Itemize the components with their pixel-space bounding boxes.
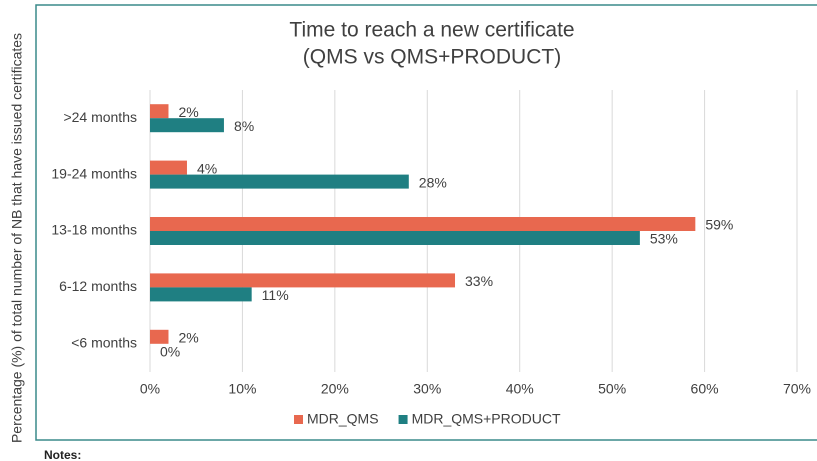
y-tick-label: >24 months — [63, 109, 137, 125]
x-tick-label: 40% — [506, 381, 534, 397]
chart-subtitle: (QMS vs QMS+PRODUCT) — [303, 46, 561, 69]
data-label: 11% — [262, 287, 289, 303]
data-label: 8% — [234, 118, 254, 134]
y-tick-label: <6 months — [71, 335, 137, 351]
x-tick-label: 50% — [598, 381, 626, 397]
y-tick-label: 13-18 months — [51, 222, 137, 238]
data-label: 53% — [650, 231, 678, 247]
legend-swatch — [294, 415, 303, 424]
bar — [150, 231, 640, 245]
bar — [150, 329, 169, 344]
data-label: 2% — [178, 104, 198, 120]
x-tick-label: 0% — [140, 381, 160, 397]
x-tick-label: 10% — [228, 381, 256, 397]
data-label: 28% — [419, 174, 447, 190]
data-label: 0% — [160, 344, 180, 360]
legend-label: MDR_QMS — [307, 411, 379, 427]
bar — [150, 160, 187, 175]
x-tick-label: 20% — [321, 381, 349, 397]
data-label: 59% — [705, 217, 733, 233]
data-label: 4% — [197, 160, 217, 176]
legend-label: MDR_QMS+PRODUCT — [412, 411, 561, 427]
data-label: 33% — [465, 273, 493, 289]
chart-title: Time to reach a new certificate — [289, 19, 574, 42]
legend-swatch — [398, 415, 408, 424]
y-axis-label: Percentage (%) of total number of NB tha… — [9, 33, 25, 443]
data-label: 2% — [178, 330, 198, 346]
bar — [150, 118, 224, 133]
notes: Notes: — [44, 448, 81, 461]
bar — [150, 217, 696, 231]
x-tick-label: 60% — [691, 381, 719, 397]
x-tick-label: 70% — [783, 381, 811, 397]
y-tick-label: 19-24 months — [51, 165, 137, 181]
bar — [150, 273, 456, 288]
bar — [150, 104, 169, 119]
bar — [150, 287, 252, 302]
y-tick-label: 6-12 months — [59, 278, 137, 294]
bar — [150, 174, 409, 189]
x-tick-label: 30% — [413, 381, 441, 397]
